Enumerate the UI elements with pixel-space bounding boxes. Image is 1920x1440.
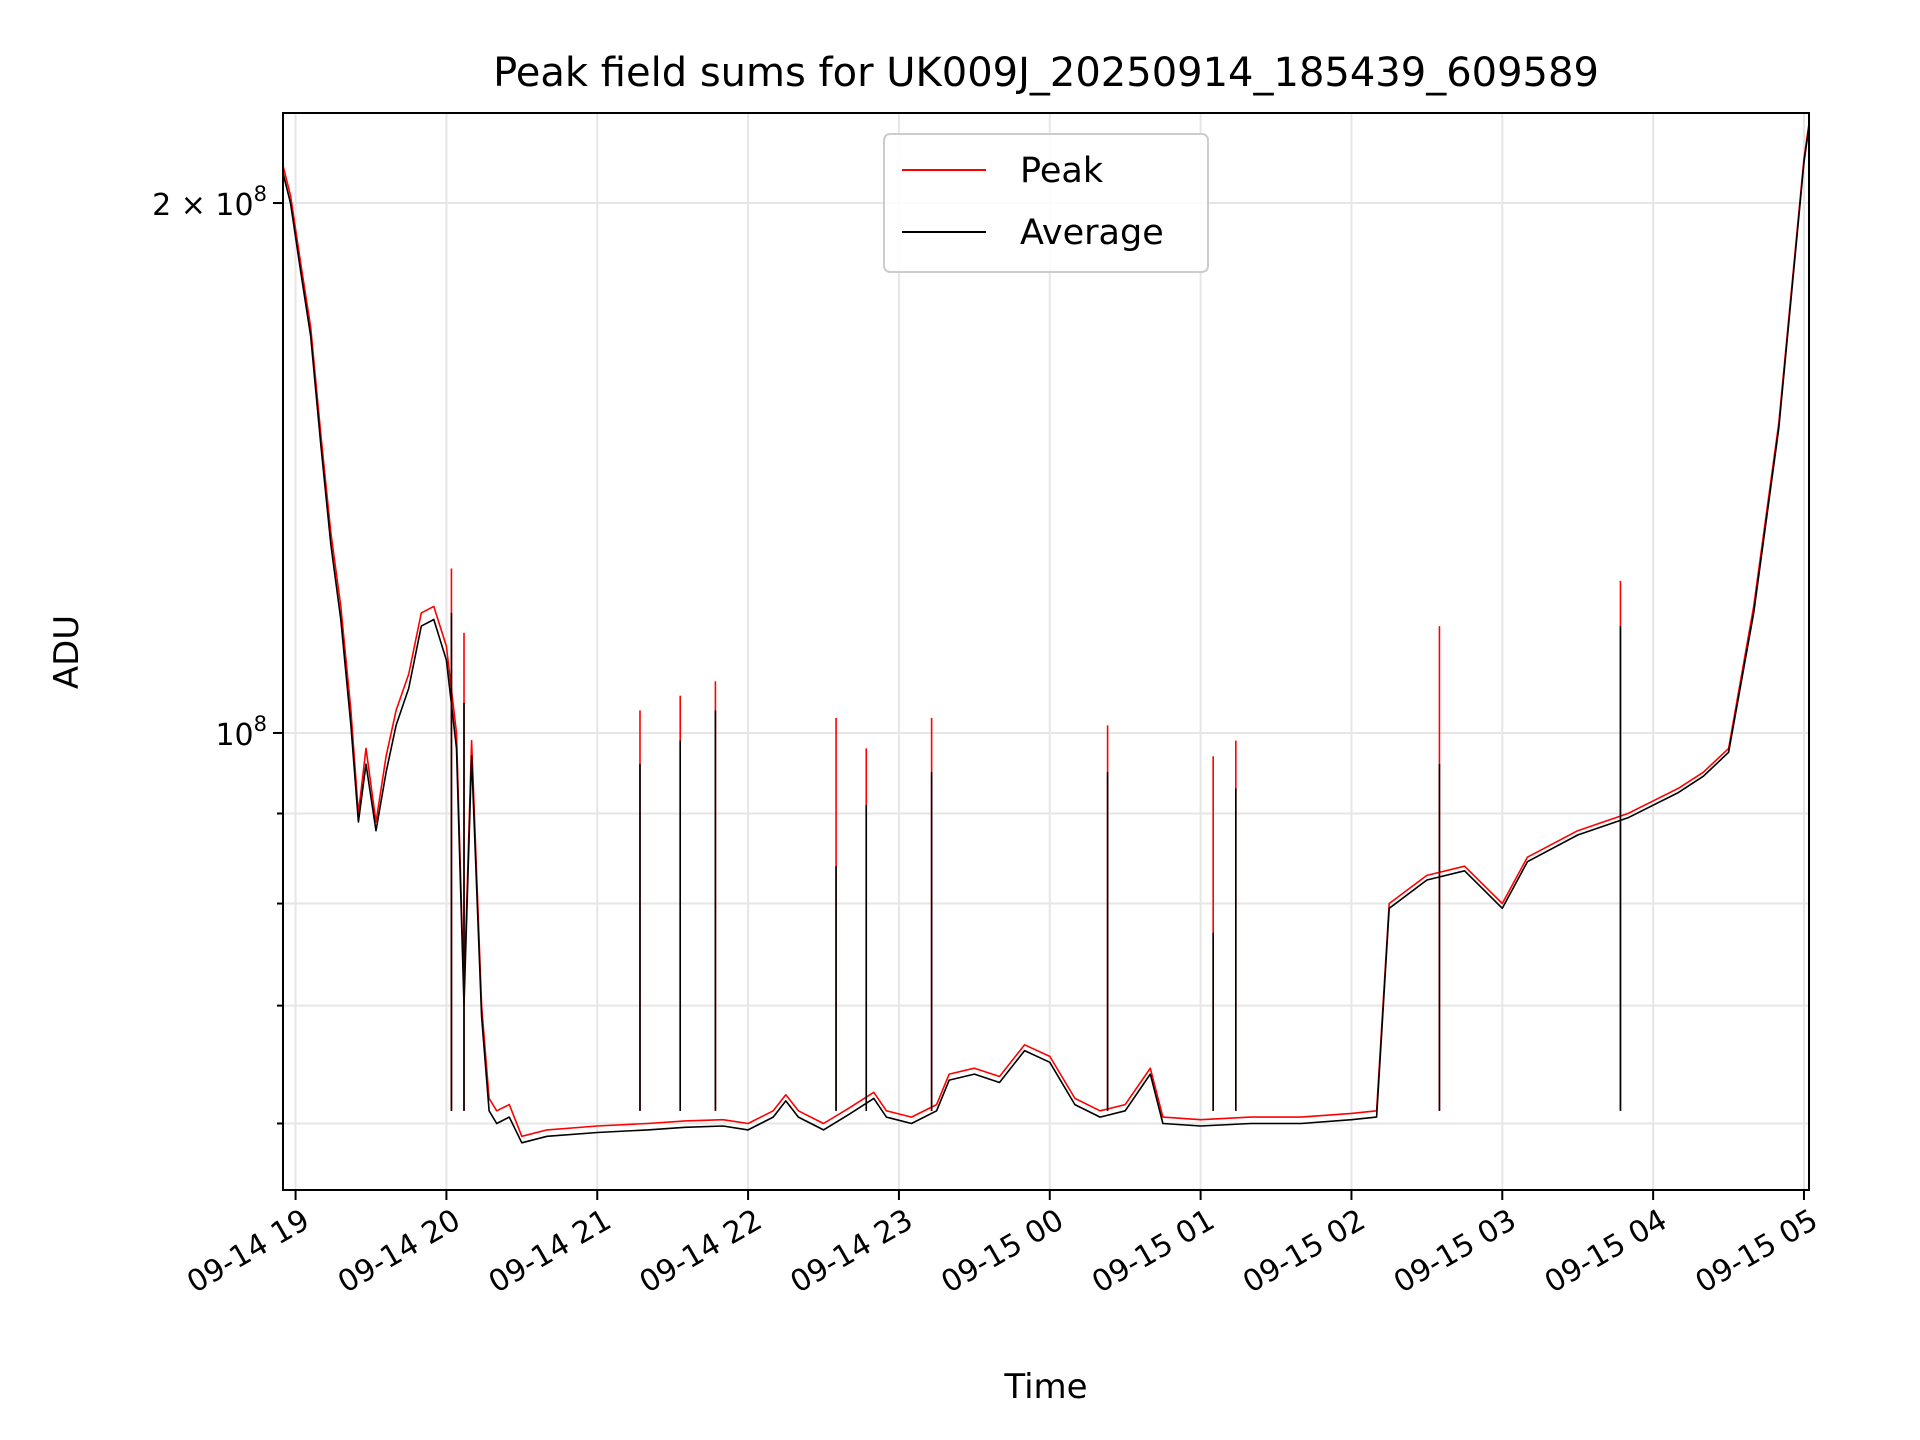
y-axis-label: ADU [47,615,87,689]
chart-title: Peak field sums for UK009J_20250914_1854… [493,50,1599,96]
plot-area [282,123,1810,1144]
grid [283,113,1809,1190]
series-line-average [282,126,1810,1144]
y-tick-label: 2 × 108 [152,182,267,223]
legend: Peak Average [883,133,1209,273]
axes-frame [282,112,1810,1191]
x-axis-label: Time [1003,1367,1087,1407]
legend-box [883,133,1209,273]
y-axis: 108 2 × 108 [152,182,283,1125]
y-tick-label: 108 [215,712,267,753]
legend-peak-label: Peak [1020,151,1104,191]
series-line-peak [282,123,1810,1138]
legend-average-label: Average [1020,213,1164,253]
